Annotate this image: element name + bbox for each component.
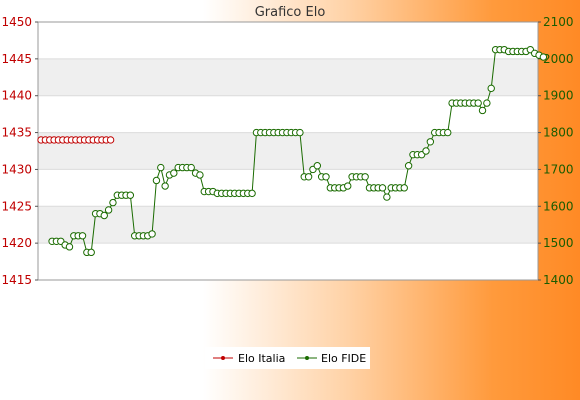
left-tick-label: 1450	[1, 15, 32, 29]
point-elo-fide	[404, 162, 413, 170]
point-elo-fide	[478, 106, 487, 115]
point-elo-fide	[400, 184, 408, 192]
right-tick-label: 1600	[543, 199, 574, 213]
plot-band	[38, 206, 538, 244]
legend: Elo Italia Elo FIDE	[205, 347, 370, 369]
left-tick-label: 1425	[1, 199, 32, 213]
point-elo-fide	[378, 184, 387, 192]
legend-marker-elo-fide	[305, 356, 309, 360]
point-elo-italia	[106, 136, 115, 144]
point-elo-fide	[304, 173, 313, 181]
point-elo-fide	[148, 230, 156, 238]
point-elo-fide	[109, 198, 117, 207]
legend-marker-elo-italia	[221, 356, 225, 360]
right-tick-label: 2000	[543, 52, 574, 66]
left-tick-label: 1420	[1, 236, 32, 250]
point-elo-fide	[487, 84, 495, 93]
point-elo-fide	[539, 53, 548, 61]
point-elo-fide	[170, 169, 178, 177]
legend-label-elo-fide: Elo FIDE	[321, 352, 366, 365]
left-tick-label: 1430	[1, 162, 32, 176]
left-tick-label: 1445	[1, 52, 32, 66]
point-elo-fide	[100, 211, 108, 220]
plot-border	[37, 21, 539, 281]
point-elo-fide	[444, 128, 452, 137]
right-tick-label: 1400	[543, 273, 574, 287]
point-elo-fide	[383, 193, 391, 201]
point-elo-fide	[322, 173, 330, 181]
left-tick-label: 1440	[1, 89, 32, 103]
point-elo-fide	[313, 162, 322, 170]
right-tick-label: 1900	[543, 89, 574, 103]
point-elo-fide	[344, 182, 352, 190]
plot-area	[38, 22, 538, 280]
point-elo-fide	[196, 171, 204, 179]
left-axis: 1415 1420 1425 1430 1435 1440 1445 1450	[1, 15, 38, 287]
chart-title: Grafico Elo	[255, 5, 326, 20]
left-tick-label: 1435	[1, 126, 32, 140]
grid	[37, 21, 539, 281]
point-elo-fide	[161, 182, 169, 190]
series-layer	[37, 45, 548, 257]
point-elo-fide	[483, 99, 491, 107]
point-elo-fide	[157, 163, 165, 172]
right-axis: 1400 1500 1600 1700 1800 1900 2000 2100	[538, 15, 574, 287]
point-elo-fide	[152, 176, 161, 185]
right-tick-label: 1500	[543, 236, 574, 250]
point-elo-fide	[474, 99, 482, 107]
plot-band	[38, 132, 538, 170]
point-elo-fide	[422, 147, 430, 155]
point-elo-fide	[361, 173, 369, 181]
legend-box	[205, 347, 370, 369]
plot-band	[38, 58, 538, 96]
right-tick-label: 2100	[543, 15, 574, 29]
right-tick-label: 1800	[543, 126, 574, 140]
point-elo-fide	[104, 206, 113, 214]
point-elo-fide	[65, 243, 74, 251]
legend-label-elo-italia: Elo Italia	[238, 352, 285, 365]
point-elo-fide	[248, 189, 256, 198]
point-elo-fide	[296, 128, 304, 137]
point-elo-fide	[426, 138, 435, 146]
point-elo-fide	[78, 232, 87, 240]
right-tick-label: 1700	[543, 162, 574, 176]
left-tick-label: 1415	[1, 273, 32, 287]
point-elo-fide	[187, 163, 195, 172]
point-elo-fide	[126, 191, 135, 199]
point-elo-fide	[87, 248, 95, 257]
